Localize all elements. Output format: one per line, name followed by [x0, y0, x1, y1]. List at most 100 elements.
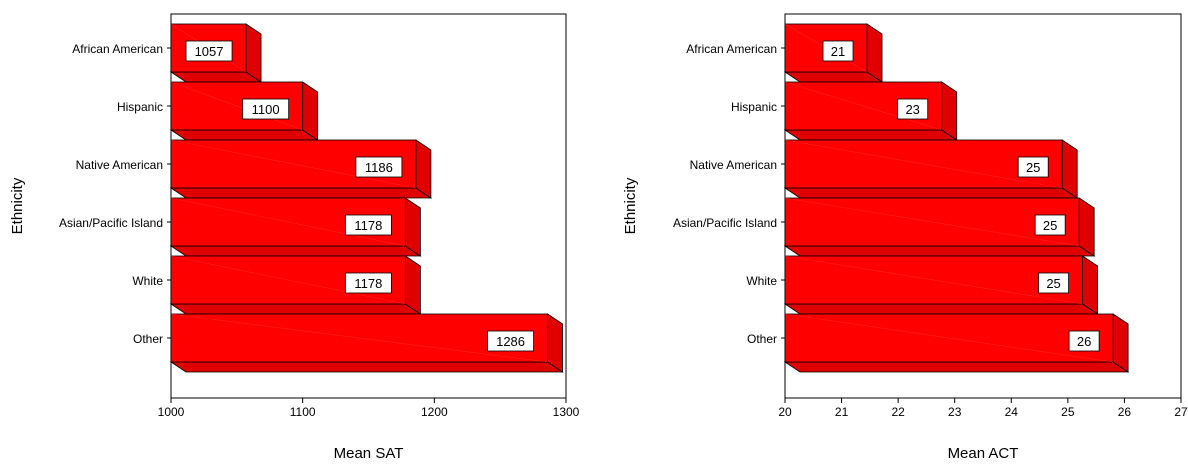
bar-highlight: [784, 81, 942, 131]
bar-highlight: [170, 197, 406, 247]
data-label: 23: [905, 102, 919, 117]
bar-end-face: [245, 23, 262, 83]
x-tick-label: 25: [1061, 405, 1075, 419]
category-label: Other: [747, 332, 777, 346]
bar-end-face: [302, 81, 319, 141]
category-label: Hispanic: [731, 100, 777, 114]
data-label-box: [1038, 272, 1069, 294]
data-label: 1178: [354, 276, 382, 291]
data-label-box: [344, 272, 392, 294]
data-label: 25: [1043, 218, 1057, 233]
x-tick-label: 22: [891, 405, 905, 419]
data-label-box: [822, 40, 854, 62]
data-label-box: [487, 330, 534, 352]
bar: 1178: [169, 255, 422, 315]
data-label: 1178: [354, 218, 382, 233]
bar: 26: [783, 313, 1130, 373]
data-label-box: [185, 40, 233, 62]
data-label-box: [1017, 156, 1049, 178]
bar: 1286: [169, 313, 564, 373]
bar-bottom-face: [169, 303, 422, 315]
category-label: African American: [72, 42, 163, 56]
bar-bottom-face: [169, 361, 564, 373]
x-tick-label: 1300: [553, 405, 580, 419]
x-tick-label: 1200: [421, 405, 448, 419]
bar-bottom-face: [783, 245, 1096, 257]
x-tick-label: 21: [835, 405, 849, 419]
bar-highlight: [784, 139, 1063, 189]
category-label: Asian/Pacific Island: [673, 216, 777, 230]
bar-highlight: [170, 255, 406, 305]
data-label: 25: [1026, 160, 1040, 175]
bar: 1057: [169, 23, 263, 83]
x-axis-title: Mean ACT: [948, 445, 1019, 462]
x-tick-label: 26: [1118, 405, 1132, 419]
bar-end-face: [1112, 313, 1129, 373]
bar-end-face: [1078, 197, 1095, 257]
bar-bottom-face: [783, 129, 959, 141]
x-tick-label: 1000: [158, 405, 185, 419]
data-label-box: [355, 156, 403, 178]
data-label: 1286: [496, 334, 525, 349]
bar: 25: [783, 197, 1096, 257]
data-label-box: [242, 98, 290, 120]
bar-end-face: [415, 139, 432, 199]
bar: 25: [783, 139, 1079, 199]
bar-bottom-face: [783, 303, 1099, 315]
bar: 1178: [169, 197, 422, 257]
data-label: 26: [1077, 334, 1091, 349]
x-tick-label: 20: [778, 405, 792, 419]
data-label: 1057: [195, 44, 224, 59]
bar: 1186: [169, 139, 433, 199]
bar-end-face: [941, 81, 958, 141]
bar: 25: [783, 255, 1099, 315]
bar: 23: [783, 81, 959, 141]
bar-bottom-face: [169, 129, 319, 141]
bar-highlight: [784, 313, 1114, 363]
data-label-box: [1068, 330, 1100, 352]
data-label: 1100: [252, 102, 280, 117]
bar-highlight: [784, 255, 1083, 305]
category-label: African American: [686, 42, 777, 56]
bar-bottom-face: [169, 245, 422, 257]
bar-bottom-face: [783, 361, 1130, 373]
chart-panel-2: 21 African American 23 Hispanic 25 Native Ame…: [622, 13, 1188, 462]
bar-end-face: [866, 23, 883, 83]
bar-bottom-face: [169, 187, 433, 199]
category-label: Native American: [76, 158, 163, 172]
category-label: White: [132, 274, 163, 288]
data-label-box: [1034, 214, 1066, 236]
x-tick-label: 27: [1174, 405, 1188, 419]
data-label: 25: [1046, 276, 1060, 291]
data-label: 1186: [365, 160, 393, 175]
category-label: Hispanic: [117, 100, 163, 114]
data-label-box: [344, 214, 392, 236]
bar-highlight: [170, 81, 303, 131]
bar-end-face: [547, 313, 563, 373]
y-axis-title: Ethnicity: [622, 177, 639, 234]
category-label: Native American: [690, 158, 777, 172]
data-label-box: [897, 98, 929, 120]
chart-panel-1: 1057 African American 1100 Hispanic 1186 Nati…: [9, 13, 580, 462]
bar-bottom-face: [169, 71, 263, 83]
bar-end-face: [1082, 255, 1098, 315]
bar-highlight: [170, 313, 548, 363]
y-axis-title: Ethnicity: [9, 177, 26, 234]
category-label: Other: [133, 332, 163, 346]
bar-highlight: [170, 139, 416, 189]
x-tick-label: 23: [948, 405, 962, 419]
x-tick-label: 24: [1005, 405, 1019, 419]
bar-end-face: [404, 197, 421, 257]
bar-highlight: [784, 197, 1080, 247]
category-label: Asian/Pacific Island: [59, 216, 163, 230]
x-tick-label: 1100: [290, 405, 316, 419]
category-label: White: [746, 274, 777, 288]
bar: 1100: [169, 81, 319, 141]
x-axis-title: Mean SAT: [334, 445, 404, 462]
bar-bottom-face: [783, 71, 884, 83]
bar-bottom-face: [783, 187, 1079, 199]
bar: 21: [783, 23, 884, 83]
data-label: 21: [831, 44, 845, 59]
